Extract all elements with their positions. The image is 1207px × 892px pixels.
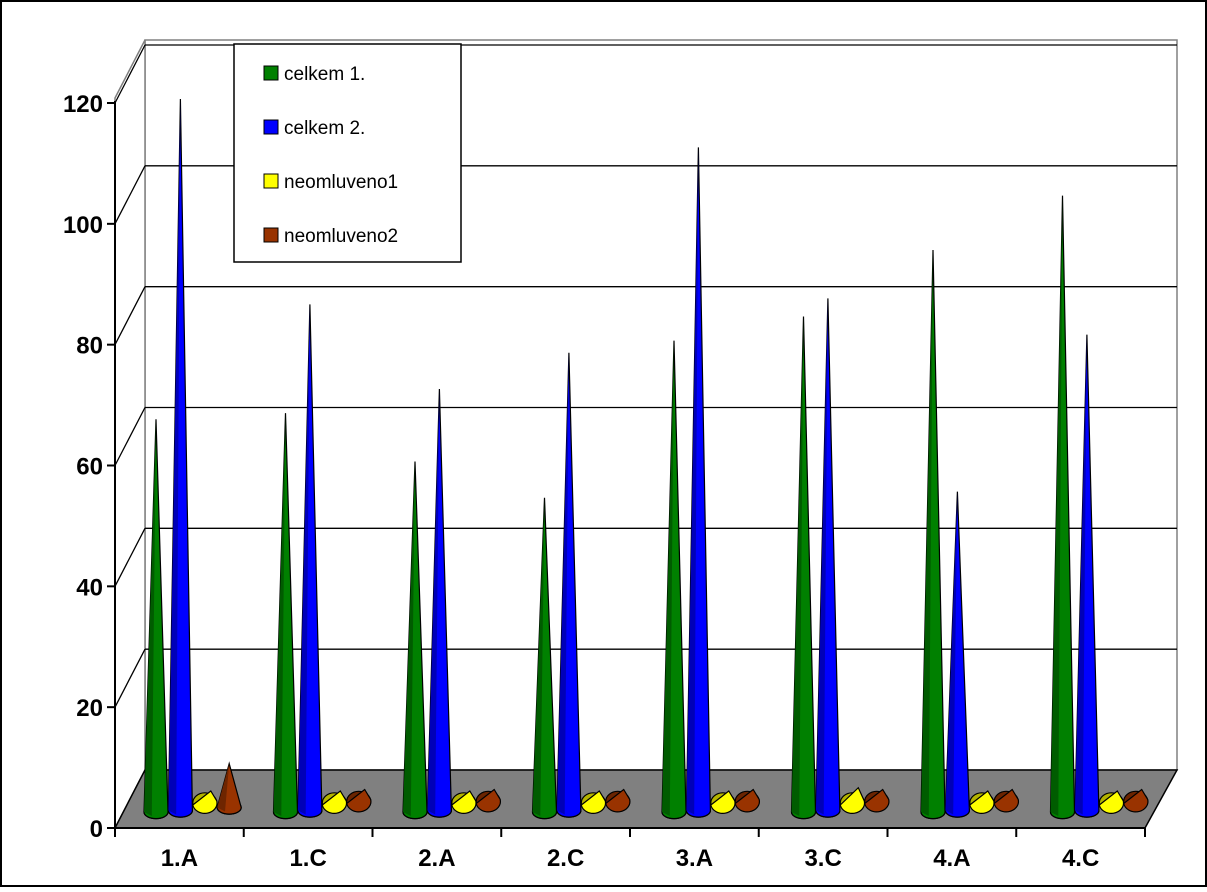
cone-celkem2 <box>685 147 712 818</box>
y-tick-label: 40 <box>76 574 103 601</box>
legend-swatch <box>263 227 279 243</box>
cone-celkem1 <box>1049 195 1076 820</box>
y-tick-label: 60 <box>76 454 103 481</box>
cone-celkem2 <box>426 388 453 818</box>
gridline-side <box>114 165 146 225</box>
y-tick-label: 100 <box>63 212 103 239</box>
y-tick-label: 20 <box>76 695 103 722</box>
cone-shade <box>217 763 230 812</box>
cone-neomluveno2 <box>475 788 502 813</box>
legend-swatch <box>263 65 279 81</box>
x-tick-label: 1.A <box>161 845 198 872</box>
cone-shade <box>791 316 804 816</box>
cone-neomluveno1 <box>839 786 866 814</box>
data-cones <box>143 98 1149 820</box>
side-wall <box>114 39 146 829</box>
cone-shade <box>945 491 958 815</box>
cone-shade <box>1074 334 1087 815</box>
cone-celkem2 <box>815 298 841 818</box>
cone-shade <box>168 99 181 815</box>
cone-celkem2 <box>167 98 194 818</box>
x-tick-label: 2.C <box>547 845 584 872</box>
cone-neomluveno1 <box>1098 790 1125 814</box>
cone-body <box>1123 788 1149 813</box>
cone-neomluveno2 <box>993 788 1020 813</box>
x-tick-label: 4.A <box>933 845 970 872</box>
cone-celkem2 <box>1074 334 1100 818</box>
cone-celkem2 <box>297 304 323 818</box>
cone-shade <box>273 413 286 816</box>
x-tick-label: 2.A <box>418 845 455 872</box>
cone-body <box>192 790 218 814</box>
cone-celkem1 <box>402 461 428 820</box>
cone-shade <box>297 304 310 815</box>
y-tick-label: 80 <box>76 333 103 360</box>
cone-shade <box>1050 195 1063 816</box>
cone-neomluveno1 <box>580 790 607 814</box>
legend-label: celkem 2. <box>284 118 365 139</box>
gridlines <box>114 44 1177 708</box>
x-tick-label: 1.C <box>289 845 326 872</box>
cone-celkem1 <box>920 250 946 820</box>
cone-body <box>346 788 372 813</box>
legend-label: neomluveno2 <box>284 226 398 247</box>
legend-swatch <box>263 119 279 135</box>
cone-celkem1 <box>531 497 558 820</box>
cone-shade <box>556 352 569 815</box>
y-tick-label: 120 <box>63 91 103 118</box>
legend-label: neomluveno1 <box>284 172 398 193</box>
cone-celkem2 <box>556 352 582 818</box>
y-tick-label: 0 <box>90 816 103 843</box>
legend-label: celkem 1. <box>284 64 365 85</box>
cone-body <box>475 788 502 813</box>
cone-shade <box>532 497 545 816</box>
cone-celkem1 <box>661 340 687 820</box>
cone-celkem1 <box>790 316 817 820</box>
cone-body <box>734 788 761 813</box>
cone-shade <box>815 298 828 815</box>
gridline-side <box>114 407 146 466</box>
cone-neomluveno1 <box>969 790 995 814</box>
cone-body <box>864 788 890 813</box>
cone-shade <box>662 340 674 816</box>
cone-body <box>993 788 1020 813</box>
cone-neomluveno1 <box>192 790 218 814</box>
cone-shade <box>403 461 415 816</box>
cone-neomluveno2 <box>1123 788 1149 813</box>
cone-neomluveno2 <box>605 788 631 813</box>
cone-shade <box>427 389 440 815</box>
x-tick-label: 3.C <box>804 845 841 872</box>
x-tick-label: 4.C <box>1062 845 1099 872</box>
cone-celkem1 <box>272 413 299 820</box>
cone-neomluveno2 <box>346 788 372 813</box>
cone-shade <box>144 419 156 816</box>
gridline-side <box>114 44 146 104</box>
y-axis-ticks: 0 20 40 60 80 100 120 <box>63 91 115 843</box>
cone-shade <box>686 147 699 815</box>
legend-swatch <box>263 173 279 189</box>
cone-celkem1 <box>143 419 169 820</box>
gridline-side <box>114 286 146 345</box>
cone-body <box>605 788 631 813</box>
gridline-side <box>114 648 146 708</box>
legend: celkem 1. celkem 2. neomluveno1 neomluveno2 <box>233 43 462 263</box>
x-axis-ticks: 1.A 1.C 2.A 2.C 3.A 3.C 4.A 4.C <box>114 828 1146 872</box>
cone-shade <box>921 250 933 816</box>
cone-neomluveno2 <box>734 788 761 813</box>
cone-neomluveno2 <box>216 761 242 815</box>
cone-celkem2 <box>944 491 971 818</box>
cone-neomluveno2 <box>864 788 890 813</box>
gridline-side <box>114 528 146 587</box>
x-tick-label: 3.A <box>676 845 713 872</box>
